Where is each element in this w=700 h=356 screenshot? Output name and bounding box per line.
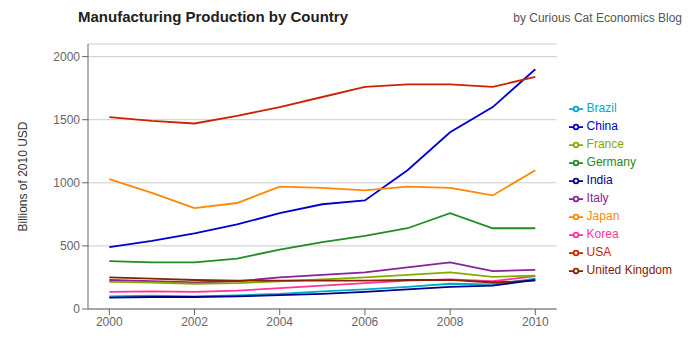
html-text:Brazil: Brazil (586, 101, 617, 115)
html-text:United Kingdom: United Kingdom (586, 263, 672, 277)
svg-text:2010: 2010 (522, 315, 549, 329)
svg-text:2000: 2000 (53, 50, 80, 64)
html-text:USA: USA (586, 245, 612, 259)
svg-text:0: 0 (73, 302, 80, 316)
html-text:Germany: Germany (586, 155, 636, 169)
html-text:Italy: Italy (586, 191, 609, 205)
html-text:Manufacturing Production by Co: Manufacturing Production by Country (78, 8, 348, 25)
html-text:Japan: Japan (586, 209, 620, 223)
html-text:by Curious Cat Economics Blog: by Curious Cat Economics Blog (513, 11, 682, 25)
svg-text:2008: 2008 (437, 315, 464, 329)
svg-text:2006: 2006 (352, 315, 379, 329)
svg-text:2000: 2000 (96, 315, 123, 329)
svg-text:500: 500 (60, 239, 80, 253)
html-text:France: France (586, 137, 624, 151)
svg-text:2002: 2002 (181, 315, 208, 329)
svg-text:2004: 2004 (266, 315, 293, 329)
svg-text:Billions of 2010 USD: Billions of 2010 USD (16, 121, 30, 231)
html-text:India: India (586, 173, 613, 187)
html-text:China: China (586, 119, 618, 133)
svg-text:1000: 1000 (53, 176, 80, 190)
svg-text:1500: 1500 (53, 113, 80, 127)
html-text:Korea: Korea (586, 227, 619, 241)
